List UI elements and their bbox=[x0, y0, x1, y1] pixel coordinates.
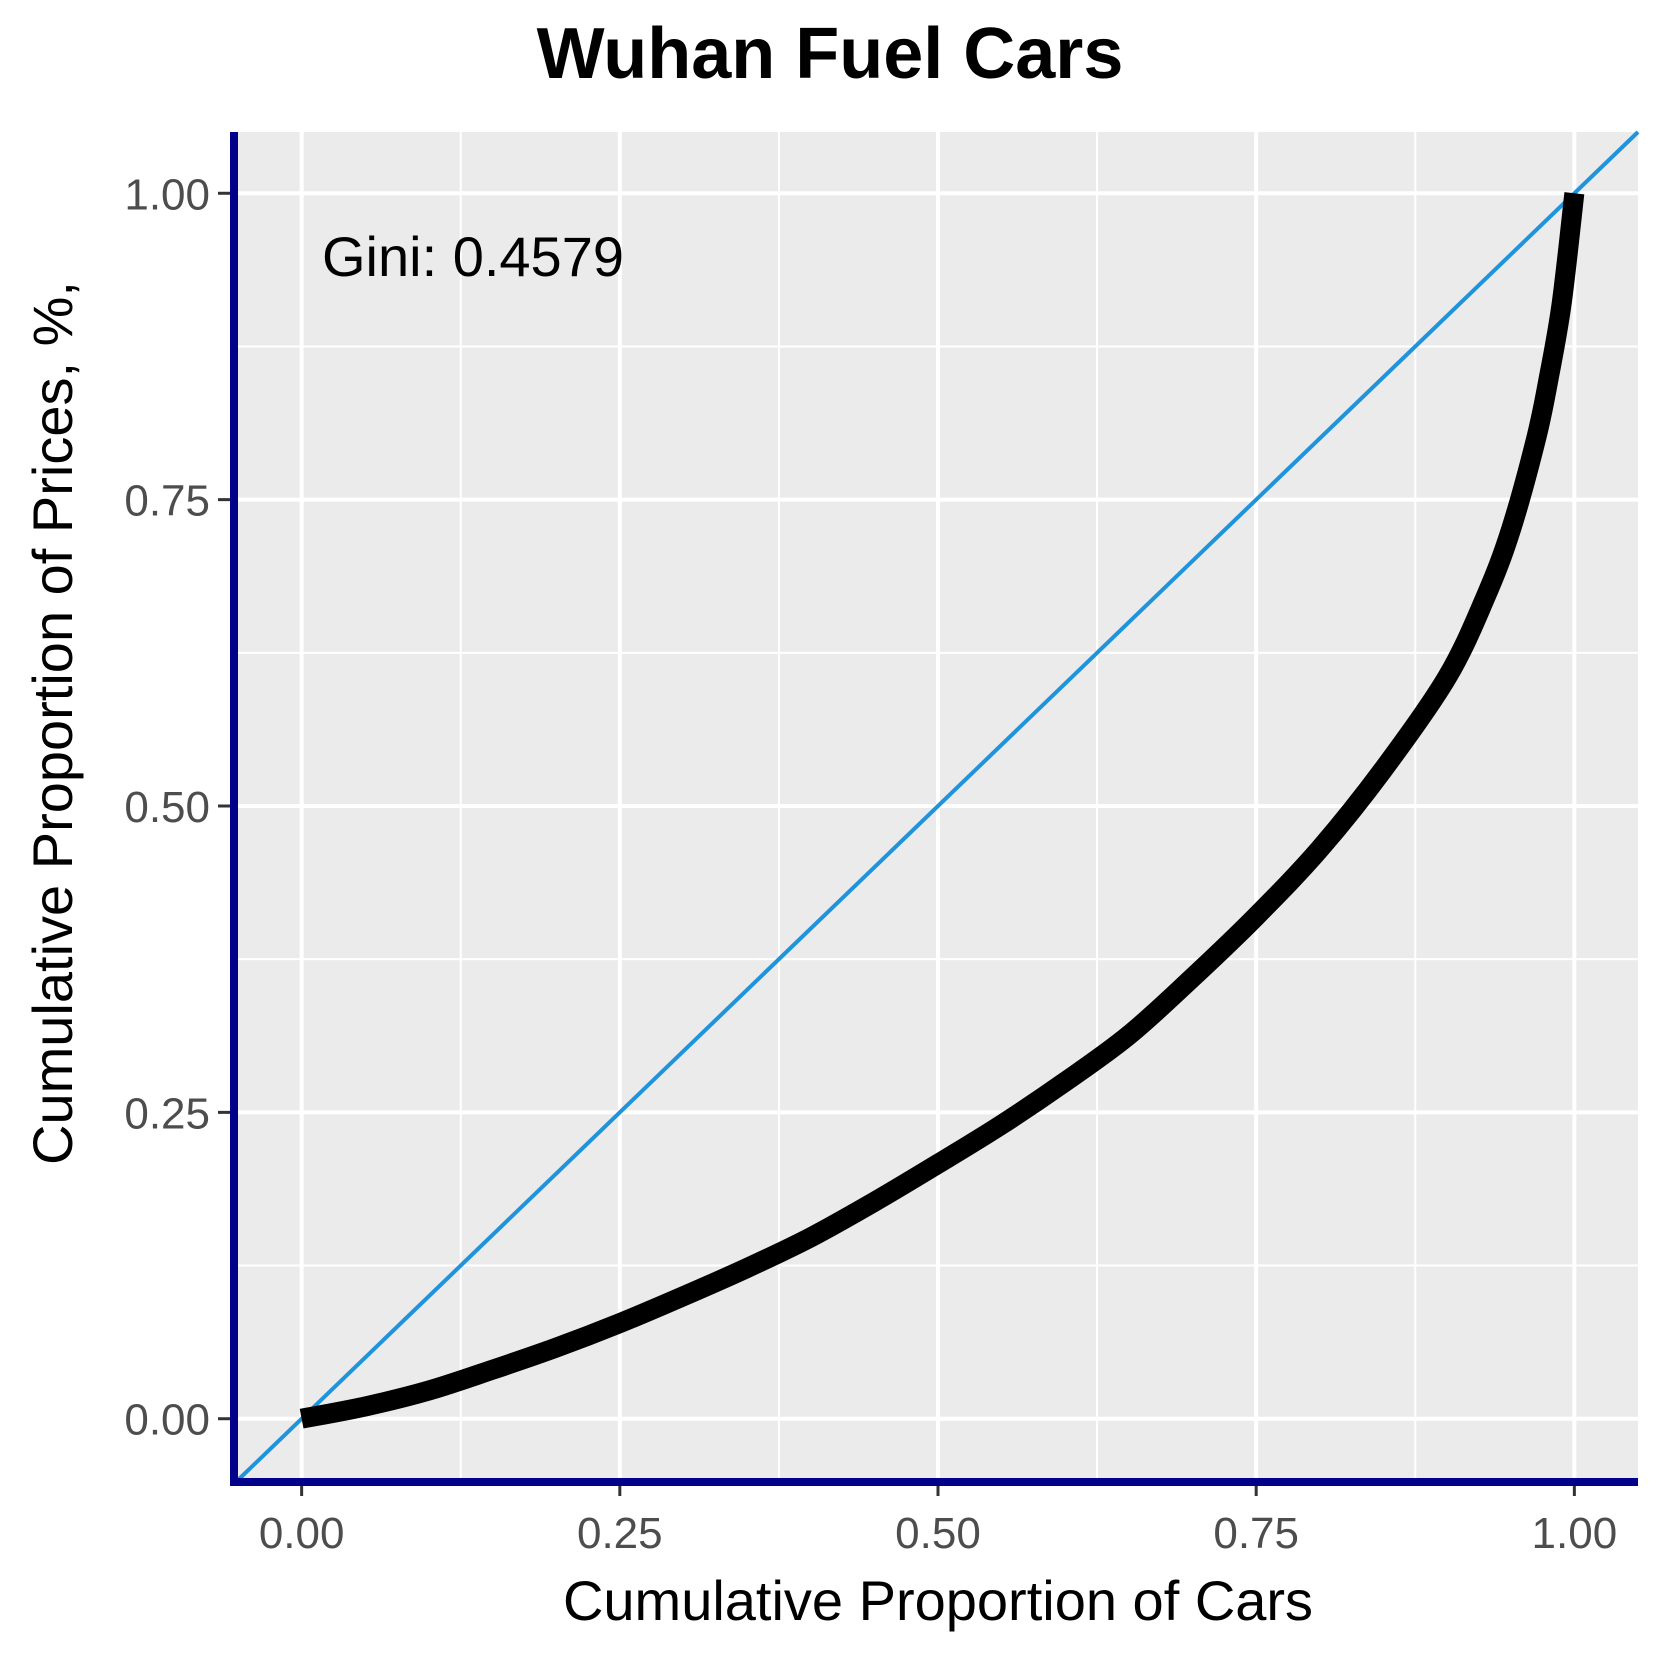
x-axis-title: Cumulative Proportion of Cars bbox=[563, 1569, 1313, 1632]
chart-title: Wuhan Fuel Cars bbox=[537, 14, 1124, 94]
gini-annotation: Gini: 0.4579 bbox=[322, 225, 624, 288]
y-tick-label: 1.00 bbox=[124, 170, 210, 219]
x-tick-label: 0.25 bbox=[577, 1509, 663, 1558]
y-axis-title: Cumulative Proportion of Prices, %, bbox=[21, 281, 84, 1165]
x-tick-label: 1.00 bbox=[1532, 1509, 1618, 1558]
lorenz-curve bbox=[299, 192, 1585, 1429]
y-tick-label: 0.75 bbox=[124, 477, 210, 526]
y-tick-label: 0.25 bbox=[124, 1089, 210, 1138]
x-axis-ticks: 0.00 0.25 0.50 0.75 1.00 bbox=[259, 1486, 1617, 1558]
x-tick-label: 0.00 bbox=[259, 1509, 345, 1558]
equality-line bbox=[236, 130, 1640, 1482]
y-tick-label: 0.00 bbox=[124, 1396, 210, 1445]
series-layer bbox=[236, 130, 1640, 1482]
x-tick-label: 0.50 bbox=[895, 1509, 981, 1558]
y-axis-ticks: 0.00 0.25 0.50 0.75 1.00 bbox=[124, 170, 230, 1445]
y-tick-label: 0.50 bbox=[124, 783, 210, 832]
x-tick-label: 0.75 bbox=[1213, 1509, 1299, 1558]
